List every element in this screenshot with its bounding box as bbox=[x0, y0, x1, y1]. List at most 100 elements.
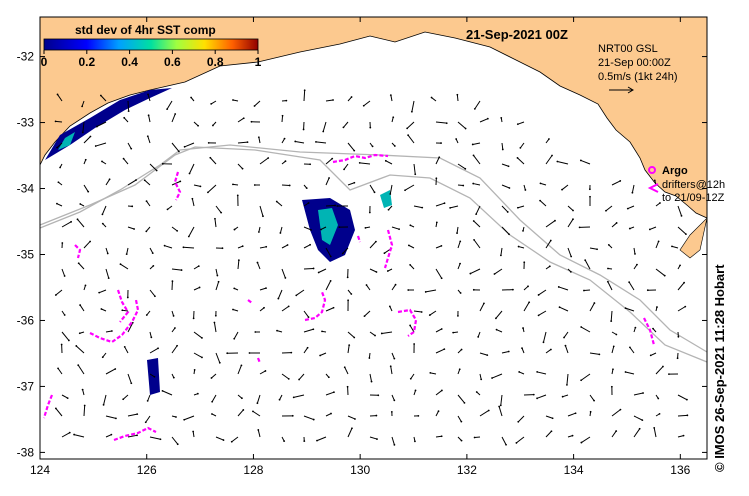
current-vector bbox=[303, 347, 309, 354]
current-vector-head bbox=[265, 245, 268, 248]
current-vector bbox=[435, 390, 443, 396]
current-vector bbox=[450, 205, 459, 209]
current-vector bbox=[105, 330, 112, 333]
current-vector-head bbox=[414, 440, 416, 443]
current-vector bbox=[145, 226, 151, 232]
current-vector-head bbox=[663, 274, 666, 277]
current-vector-head bbox=[309, 243, 311, 246]
current-vector-head bbox=[370, 380, 373, 383]
current-vector-head bbox=[101, 356, 104, 359]
current-vector bbox=[171, 268, 182, 271]
current-vector-head bbox=[307, 202, 310, 204]
current-vector-head bbox=[236, 194, 239, 197]
current-vector bbox=[611, 430, 617, 438]
current-vector bbox=[517, 205, 525, 209]
drifter-tracks bbox=[42, 153, 656, 442]
current-vector-head bbox=[287, 305, 290, 308]
current-vector bbox=[677, 282, 685, 291]
current-vector-head bbox=[440, 328, 443, 330]
current-vector-head bbox=[199, 185, 202, 188]
current-vector-head bbox=[346, 276, 349, 279]
current-vector bbox=[501, 142, 504, 150]
current-vector-head bbox=[166, 108, 169, 111]
current-vector bbox=[325, 177, 330, 186]
current-vector-head bbox=[375, 271, 378, 273]
current-vector-head bbox=[130, 147, 133, 150]
current-vector-head bbox=[612, 368, 614, 371]
current-vector bbox=[122, 394, 129, 400]
current-vector-head bbox=[368, 211, 371, 214]
current-vector-head bbox=[172, 315, 175, 317]
current-vector bbox=[74, 434, 85, 438]
current-vector-head bbox=[615, 430, 618, 432]
current-vector-head bbox=[463, 401, 466, 404]
current-vector-head bbox=[571, 434, 574, 437]
current-vector-head bbox=[220, 211, 223, 214]
current-vector-head bbox=[107, 277, 110, 280]
current-vector-head bbox=[133, 228, 135, 230]
current-vector-head bbox=[233, 228, 236, 231]
current-vector bbox=[281, 373, 290, 380]
current-vector bbox=[83, 136, 91, 144]
current-vector-head bbox=[232, 308, 234, 311]
current-vector bbox=[539, 200, 547, 207]
current-vector-head bbox=[455, 138, 458, 140]
current-vector-head bbox=[393, 357, 396, 360]
current-vector bbox=[435, 410, 439, 417]
current-vector bbox=[57, 368, 63, 375]
current-vector-head bbox=[421, 206, 424, 209]
current-vector-head bbox=[154, 295, 156, 298]
current-vector-head bbox=[428, 314, 431, 316]
current-vector bbox=[501, 350, 509, 354]
current-vector bbox=[364, 310, 371, 317]
current-vector-head bbox=[56, 146, 58, 149]
current-vector bbox=[563, 331, 569, 338]
current-vector bbox=[501, 184, 510, 189]
current-vector-head bbox=[79, 203, 82, 205]
current-vector-head bbox=[75, 345, 78, 347]
current-vector bbox=[409, 264, 415, 270]
current-vector-head bbox=[583, 289, 585, 292]
current-vector bbox=[545, 430, 552, 438]
current-vector-head bbox=[84, 158, 87, 161]
current-vector-head bbox=[628, 227, 631, 230]
current-vector-head bbox=[166, 208, 169, 211]
y-tick-label: -34 bbox=[17, 182, 35, 196]
current-vector bbox=[98, 289, 107, 294]
current-vector-head bbox=[214, 217, 216, 220]
current-vector-head bbox=[539, 199, 542, 202]
current-vector-head bbox=[83, 404, 86, 407]
current-vector-head bbox=[472, 154, 475, 157]
current-vector-head bbox=[56, 93, 59, 96]
current-vector-head bbox=[486, 117, 489, 120]
current-vector bbox=[322, 121, 327, 132]
current-vector-head bbox=[483, 302, 485, 305]
current-vector bbox=[655, 268, 666, 277]
current-vector bbox=[653, 427, 657, 438]
current-vector bbox=[589, 394, 595, 401]
current-vector-head bbox=[495, 328, 498, 331]
current-vector-head bbox=[631, 191, 634, 194]
current-vector-head bbox=[477, 336, 480, 338]
current-vector bbox=[633, 392, 644, 396]
current-vector-head bbox=[193, 368, 196, 371]
current-vector bbox=[457, 263, 461, 270]
current-vector-head bbox=[387, 208, 390, 211]
current-vector-head bbox=[246, 141, 249, 143]
current-vector-head bbox=[178, 150, 180, 153]
colorbar-tick-label: 1 bbox=[255, 55, 262, 69]
colorbar-tick-label: 0 bbox=[41, 55, 48, 69]
current-vector-head bbox=[388, 305, 391, 308]
current-vector-head bbox=[213, 321, 216, 324]
current-vector bbox=[457, 415, 462, 422]
current-vector-head bbox=[517, 420, 520, 423]
drifter-track bbox=[42, 394, 54, 419]
current-vector-head bbox=[309, 163, 312, 166]
current-vector bbox=[564, 345, 569, 354]
current-vector bbox=[557, 160, 569, 165]
current-vector bbox=[562, 394, 569, 398]
current-vector-head bbox=[305, 187, 308, 190]
current-vector bbox=[56, 142, 63, 149]
current-vector-head bbox=[498, 405, 501, 408]
current-vector bbox=[193, 265, 200, 270]
